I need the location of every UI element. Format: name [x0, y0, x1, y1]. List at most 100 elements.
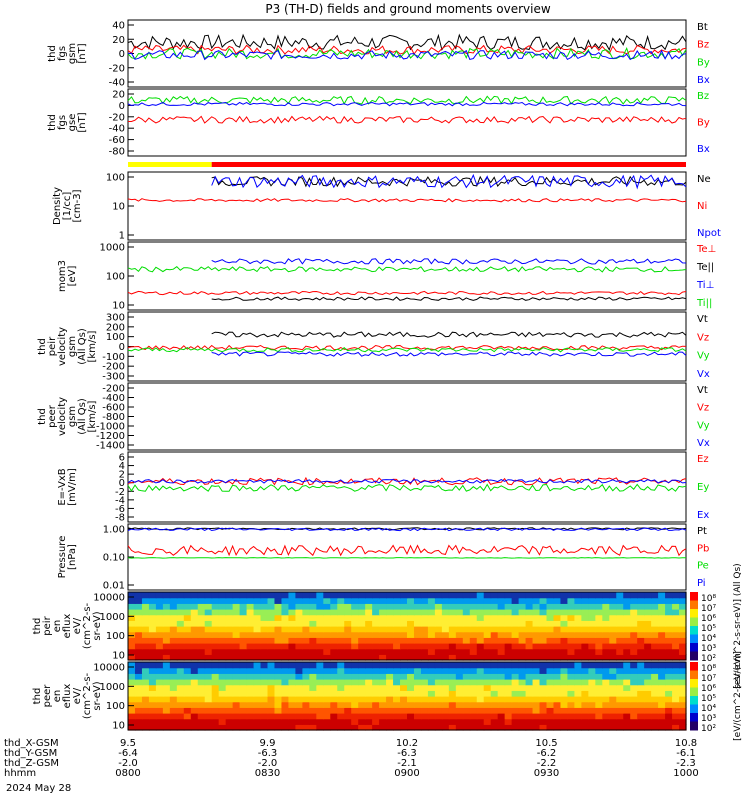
heatmap-cell	[393, 690, 401, 697]
heatmap-cell	[490, 654, 499, 661]
heatmap-cell	[609, 679, 617, 686]
heatmap-cell	[609, 696, 617, 703]
heatmap-cell	[658, 673, 666, 680]
heatmap-cell	[407, 609, 415, 616]
heatmap-cell	[225, 614, 234, 621]
heatmap-cell	[525, 603, 534, 610]
heatmap-cell	[455, 597, 464, 604]
heatmap-cell	[169, 626, 178, 633]
heatmap-cell	[497, 626, 506, 633]
heatmap-cell	[609, 626, 617, 633]
heatmap-cell	[232, 654, 241, 661]
heatmap-cell	[637, 626, 645, 633]
heatmap-cell	[204, 667, 213, 674]
heatmap-cell	[644, 614, 652, 621]
heatmap-cell	[169, 597, 178, 604]
heatmap-cell	[427, 696, 436, 703]
heatmap-cell	[476, 701, 485, 708]
heatmap-cell	[595, 648, 603, 655]
heatmap-cell	[330, 673, 338, 680]
heatmap-cell	[148, 667, 157, 674]
heatmap-cell	[532, 637, 541, 644]
heatmap-cell	[630, 643, 638, 650]
heatmap-cell	[455, 637, 464, 644]
heatmap-cell	[588, 673, 596, 680]
heatmap-cell	[393, 592, 401, 599]
heatmap-cell	[595, 631, 603, 638]
colorbar-tick: 10⁷	[701, 604, 716, 614]
heatmap-cell	[155, 643, 164, 650]
heatmap-cell	[267, 654, 276, 661]
heatmap-cell	[581, 597, 589, 604]
heatmap-cell	[232, 648, 241, 655]
series-line-Npot	[211, 173, 687, 190]
heatmap-cell	[574, 603, 582, 610]
heatmap-cell	[169, 713, 178, 720]
heatmap-cell	[267, 724, 276, 731]
colorbar-swatch	[690, 704, 698, 714]
legend-entry: Ne	[697, 174, 711, 185]
heatmap-cell	[581, 696, 589, 703]
heatmap-cell	[448, 654, 457, 661]
heatmap-cell	[162, 597, 171, 604]
heatmap-cell	[239, 690, 248, 697]
heatmap-cell	[128, 643, 136, 650]
heatmap-cell	[204, 684, 213, 691]
heatmap-cell	[658, 667, 666, 674]
heatmap-cell	[141, 707, 150, 714]
heatmap-cell	[267, 637, 276, 644]
heatmap-cell	[609, 667, 617, 674]
heatmap-cell	[476, 648, 485, 655]
heatmap-cell	[630, 637, 638, 644]
heatmap-cell	[441, 637, 450, 644]
heatmap-cell	[330, 707, 338, 714]
heatmap-cell	[190, 673, 199, 680]
heatmap-cell	[400, 707, 408, 714]
heatmap-cell	[190, 684, 199, 691]
heatmap-cell	[309, 626, 317, 633]
heatmap-cell	[679, 648, 687, 655]
heatmap-cell	[560, 603, 569, 610]
y-axis-label: [1/cc]	[62, 192, 73, 221]
heatmap-cell	[623, 718, 631, 725]
heatmap-cell	[393, 609, 401, 616]
heatmap-cell	[511, 684, 520, 691]
heatmap-cell	[211, 631, 220, 638]
heatmap-cell	[567, 690, 575, 697]
heatmap-cell	[267, 648, 276, 655]
heatmap-cell	[253, 673, 262, 680]
heatmap-cell	[407, 662, 415, 669]
heatmap-cell	[595, 592, 603, 599]
heatmap-cell	[330, 690, 338, 697]
y-tick-label: -1400	[96, 441, 125, 452]
panel-frame	[127, 661, 687, 731]
heatmap-cell	[553, 631, 562, 638]
heatmap-cell	[553, 673, 562, 680]
heatmap-cell	[204, 637, 213, 644]
heatmap-cell	[407, 654, 415, 661]
heatmap-cell	[434, 603, 443, 610]
heatmap-cell	[197, 648, 206, 655]
heatmap-cell	[169, 643, 178, 650]
panel-frame	[127, 591, 687, 661]
heatmap-cell	[525, 696, 534, 703]
heatmap-cell	[323, 707, 331, 714]
heatmap-cell	[553, 690, 562, 697]
heatmap-cell	[609, 718, 617, 725]
heatmap-cell	[672, 614, 680, 621]
heatmap-cell	[455, 603, 464, 610]
heatmap-cell	[448, 626, 457, 633]
heatmap-cell	[253, 626, 262, 633]
heatmap-cell	[567, 609, 575, 616]
heatmap-cell	[386, 609, 394, 616]
heatmap-cell	[393, 637, 401, 644]
heatmap-cell	[197, 690, 206, 697]
heatmap-cell	[511, 620, 520, 627]
heatmap-cell	[393, 662, 401, 669]
heatmap-cell	[602, 696, 610, 703]
heatmap-cell	[239, 631, 248, 638]
heatmap-cell	[539, 713, 548, 720]
heatmap-cell	[497, 654, 506, 661]
heatmap-cell	[323, 667, 331, 674]
heatmap-cell	[497, 679, 506, 686]
